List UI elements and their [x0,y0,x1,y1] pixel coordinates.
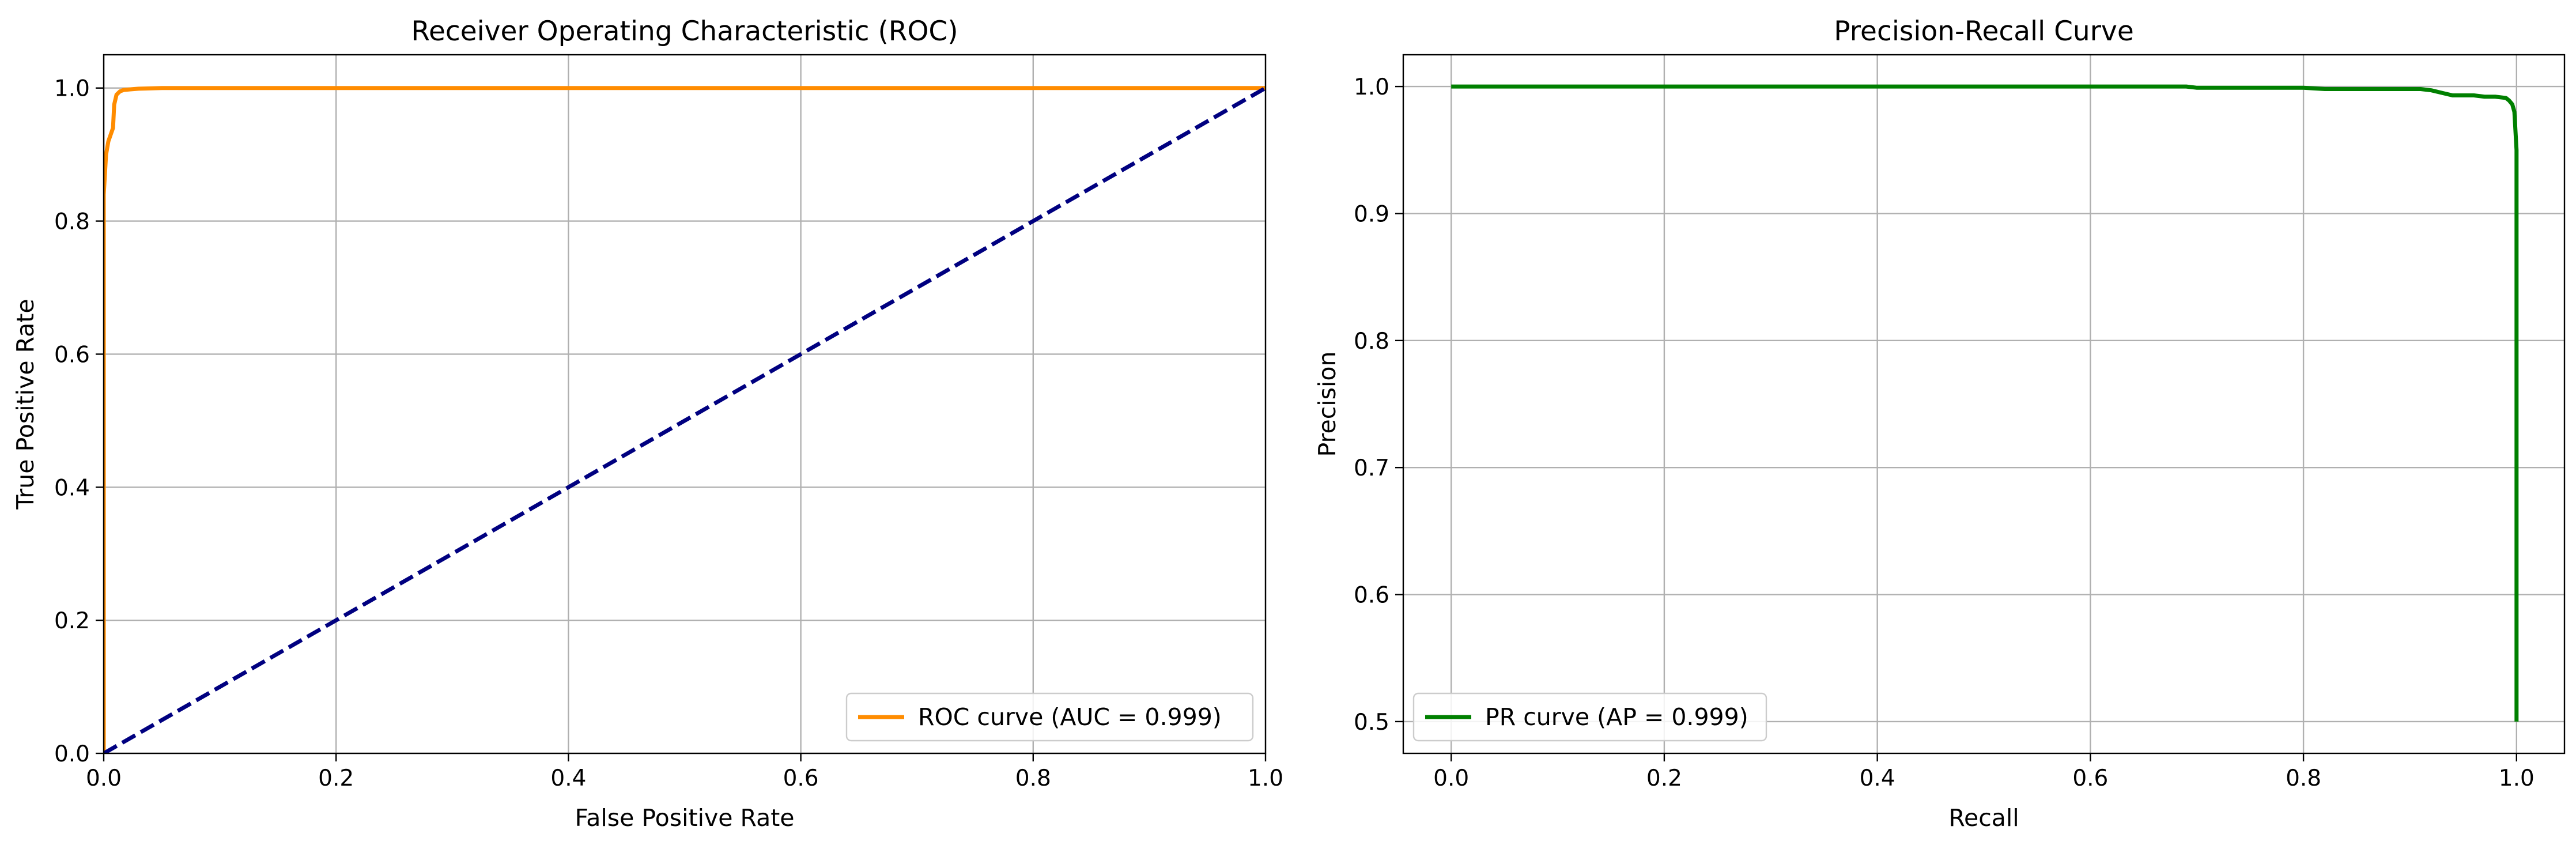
pr-x-tick-label: 0.4 [1860,765,1895,791]
pr-chart-title: Precision-Recall Curve [1834,16,2134,47]
roc-y-tick-label: 0.0 [54,741,90,767]
roc-x-axis-label: False Positive Rate [575,804,794,832]
roc-axes-frame [103,54,1267,755]
roc-legend-box [845,692,1254,742]
roc-y-tick-label: 0.2 [54,608,90,634]
pr-x-tick-label: 0.6 [2072,765,2108,791]
pr-x-tick-label: 0.2 [1646,765,1682,791]
roc-x-tick-label: 0.2 [318,765,354,791]
roc-chart-title: Receiver Operating Characteristic (ROC) [411,16,958,47]
pr-y-axis-label: Precision [1313,352,1341,457]
pr-x-tick-label: 1.0 [2499,765,2535,791]
roc-y-tick-label: 0.4 [54,475,90,501]
roc-x-tick-label: 0.6 [783,765,819,791]
roc-y-tick-label: 1.0 [54,76,90,102]
pr-chart: 0.0 0.2 0.4 0.6 0.8 1.0 0.5 0.6 0.7 0.8 0.9 1.0 Prec… [1313,16,2566,832]
pr-y-tick-label: 0.5 [1354,710,1389,735]
roc-x-tick-label: 1.0 [1248,765,1283,791]
roc-x-tick-label: 0.0 [86,765,122,791]
roc-y-axis-label: True Positive Rate [12,299,39,510]
diagonal-reference-line [104,86,1266,753]
pr-legend-label: PR curve (AP = 0.999) [1485,703,1748,731]
pr-axes-frame [1402,54,2566,755]
roc-y-tick-label: 0.6 [54,342,90,368]
pr-x-tick-label: 0.0 [1433,765,1469,791]
roc-x-tick-label: 0.4 [550,765,586,791]
roc-legend-label: ROC curve (AUC = 0.999) [918,703,1222,731]
pr-x-axis-label: Recall [1948,804,2019,832]
pr-y-tick-label: 0.7 [1354,455,1389,481]
roc-curve-line [104,86,1266,753]
pr-x-tick-label: 0.8 [2286,765,2321,791]
roc-chart: 0.0 0.2 0.4 0.6 0.8 1.0 0.0 0.2 0.4 0.6 0.8 1.0 Rece… [12,16,1283,832]
pr-y-tick-label: 0.9 [1354,201,1389,227]
roc-x-tick-label: 0.8 [1015,765,1051,791]
pr-y-tick-label: 0.8 [1354,329,1389,354]
pr-y-tick-label: 0.6 [1354,583,1389,609]
pr-legend-box [1412,692,1767,742]
pr-curve-line [1451,84,2519,722]
pr-y-tick-label: 1.0 [1354,74,1389,100]
roc-y-tick-label: 0.8 [54,209,90,235]
